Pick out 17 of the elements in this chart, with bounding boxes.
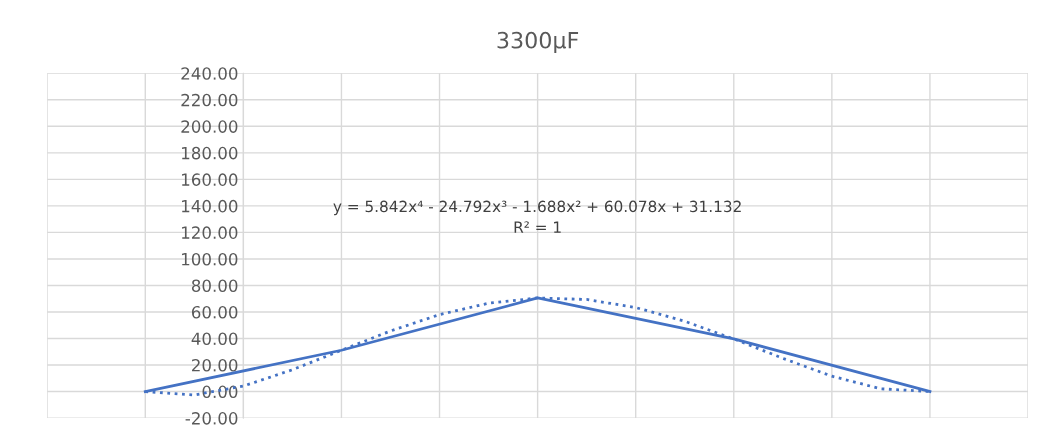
annotation: y = 5.842x⁴ - 24.792x³ - 1.688x² + 60.078x + 31.132 [333,200,741,216]
y-tick-label: 120.00 [182,226,238,239]
y-tick-label: 240.00 [181,67,238,80]
y-tick-label: 220.00 [181,93,238,107]
y-tick-label: 80.00 [191,279,238,293]
y-tick-label: 160.00 [182,173,238,186]
y-tick-label: 20.00 [192,358,238,372]
y-tick-label: 180.00 [182,146,238,160]
y-tick-label: 100.00 [182,252,238,266]
y-tick-label: 200.00 [181,120,238,133]
chart-title: 3300µF [497,31,579,53]
y-tick-label: 0.00 [202,385,238,399]
y-tick-label: -20.00 [185,412,238,425]
y-tick-label: 40.00 [191,332,238,346]
annotation: R² = 1 [514,221,561,233]
y-tick-label: 60.00 [191,305,238,319]
y-tick-label: 140.00 [182,199,238,213]
